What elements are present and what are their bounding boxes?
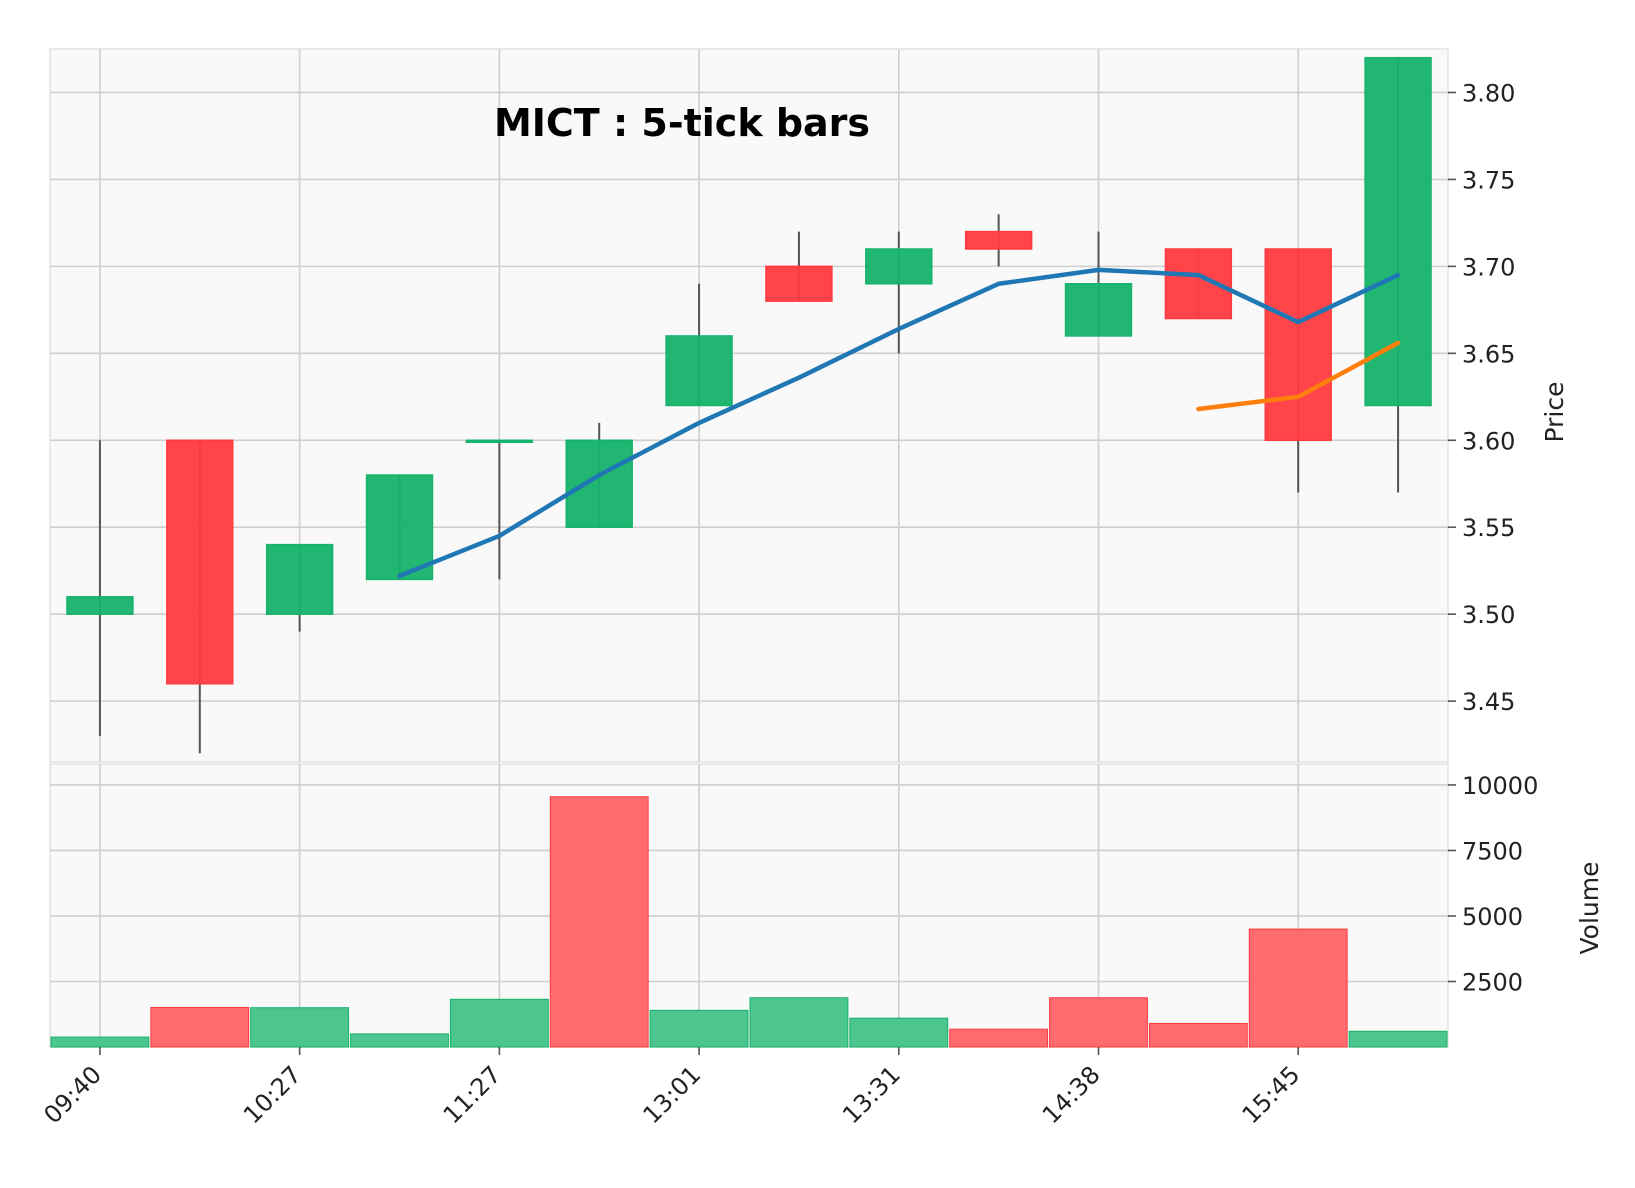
volume-bar [1248,928,1348,1048]
volume-bars [50,796,1448,1048]
moving-average-lines [397,267,1401,579]
x-tick-label: 13:01 [638,1061,707,1130]
price-tick-label: 3.45 [1462,688,1515,716]
candles [66,56,1432,754]
price-tick-label: 3.55 [1462,514,1515,542]
volume-bar [949,1028,1049,1048]
volume-tick-label: 7500 [1462,837,1523,865]
x-tick-label: 11:27 [438,1061,507,1130]
candle-body [1264,248,1332,442]
volume-bar [150,1006,250,1048]
volume-tick-label: 2500 [1462,968,1523,996]
candle-body [1064,283,1133,337]
x-tick-label: 13:31 [837,1061,906,1130]
volume-bar [1148,1022,1248,1048]
moving-average-line [397,267,1401,579]
candle-body [265,543,334,615]
candle-body [964,230,1033,250]
price-tick-label: 3.60 [1462,427,1515,455]
volume-bar [849,1017,949,1048]
volume-bar [749,997,849,1048]
volume-axis-label: Volume [1575,862,1604,955]
x-tick-label: 09:40 [38,1061,107,1130]
price-tick-label: 3.50 [1462,601,1515,629]
candle-body [66,596,134,615]
candle-body [765,265,833,302]
volume-bar [250,1007,350,1048]
candle-body [565,439,633,528]
volume-tick-label: 10000 [1462,772,1538,800]
candle-body [365,474,434,581]
price-tick-label: 3.80 [1462,79,1515,107]
volume-bar [549,796,649,1048]
candle-body [865,248,933,285]
candle-body [465,439,534,444]
volume-panel-background [49,763,1449,1048]
volume-bar [1348,1030,1448,1048]
volume-bar [649,1009,749,1048]
volume-bar [449,998,549,1048]
volume-bar [1049,997,1148,1048]
candle-body [1364,56,1432,407]
volume-tick-label: 5000 [1462,903,1523,931]
candle-body [166,439,234,685]
volume-bar [350,1033,449,1048]
price-axis-label: Price [1540,382,1569,443]
price-tick-label: 3.65 [1462,340,1515,368]
price-tick-label: 3.75 [1462,166,1515,194]
price-tick-label: 3.70 [1462,253,1515,281]
moving-average-line [1196,340,1401,412]
x-tick-label: 15:45 [1237,1061,1306,1130]
x-tick-label: 10:27 [238,1061,307,1130]
chart-title: MICT : 5-tick bars [494,101,870,145]
candle-body [665,335,733,407]
volume-bar [50,1036,150,1048]
x-tick-label: 14:38 [1037,1061,1106,1130]
